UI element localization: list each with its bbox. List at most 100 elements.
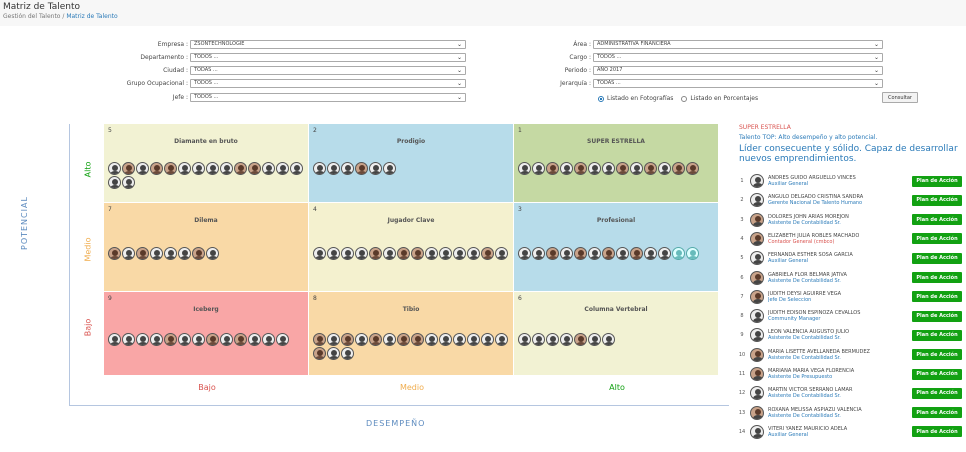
person-avatar[interactable] — [750, 347, 764, 362]
employee-avatar[interactable] — [164, 162, 177, 175]
employee-avatar[interactable] — [602, 162, 615, 175]
employee-avatar[interactable] — [178, 333, 191, 346]
employee-avatar[interactable] — [108, 176, 121, 189]
employee-avatar[interactable] — [355, 162, 368, 175]
radio-fotografias[interactable] — [598, 95, 604, 102]
employee-avatar[interactable] — [658, 162, 671, 175]
employee-avatar[interactable] — [686, 162, 699, 175]
matrix-cell[interactable]: 3 Profesional — [514, 203, 719, 292]
employee-avatar[interactable] — [532, 333, 545, 346]
person-avatar[interactable] — [750, 174, 764, 188]
employee-avatar[interactable] — [467, 247, 480, 260]
employee-avatar[interactable] — [588, 247, 601, 260]
jerarquia-select[interactable]: TODAS ... ⌄ — [593, 78, 883, 88]
employee-avatar[interactable] — [192, 333, 205, 346]
plan-de-accion-button[interactable]: Plan de Acción — [912, 387, 962, 399]
employee-avatar[interactable] — [574, 162, 587, 175]
jefe-select[interactable]: TODOS ... ⌄ — [190, 92, 466, 102]
employee-avatar[interactable] — [327, 247, 340, 260]
employee-avatar[interactable] — [369, 247, 382, 260]
employee-avatar[interactable] — [369, 162, 382, 175]
employee-avatar[interactable] — [341, 333, 354, 346]
employee-avatar[interactable] — [616, 247, 629, 260]
plan-de-accion-button[interactable]: Plan de Acción — [912, 407, 962, 419]
employee-avatar[interactable] — [453, 247, 466, 260]
plan-de-accion-button[interactable]: Plan de Acción — [912, 194, 962, 206]
employee-avatar[interactable] — [327, 162, 340, 175]
employee-avatar[interactable] — [313, 162, 326, 175]
employee-avatar[interactable] — [383, 247, 396, 260]
employee-avatar[interactable] — [467, 333, 480, 346]
ciudad-select[interactable]: TODAS ... ⌄ — [190, 65, 466, 75]
employee-avatar[interactable] — [574, 333, 587, 346]
matrix-cell[interactable]: 4 Jugador Clave — [309, 203, 514, 292]
employee-avatar[interactable] — [178, 247, 191, 260]
periodo-select[interactable]: AÑO 2017 ⌄ — [593, 65, 883, 75]
employee-avatar[interactable] — [355, 333, 368, 346]
employee-avatar[interactable] — [136, 333, 149, 346]
employee-avatar[interactable] — [150, 162, 163, 175]
employee-avatar[interactable] — [262, 333, 275, 346]
employee-avatar[interactable] — [518, 247, 531, 260]
person-avatar[interactable] — [750, 231, 764, 246]
employee-avatar[interactable] — [341, 247, 354, 260]
employee-avatar[interactable] — [234, 162, 247, 175]
employee-avatar[interactable] — [518, 162, 531, 175]
employee-avatar[interactable] — [560, 333, 573, 346]
employee-avatar[interactable] — [644, 247, 657, 260]
employee-avatar[interactable] — [313, 347, 326, 360]
employee-avatar[interactable] — [397, 333, 410, 346]
plan-de-accion-button[interactable]: Plan de Acción — [912, 310, 962, 322]
employee-avatar[interactable] — [383, 333, 396, 346]
employee-avatar[interactable] — [122, 162, 135, 175]
employee-avatar[interactable] — [150, 247, 163, 260]
matrix-cell[interactable]: 5 Diamante en bruto — [104, 124, 309, 203]
employee-avatar[interactable] — [234, 333, 247, 346]
person-avatar[interactable] — [750, 270, 764, 285]
employee-avatar[interactable] — [518, 333, 531, 346]
employee-avatar[interactable] — [546, 247, 559, 260]
person-avatar[interactable] — [750, 405, 764, 420]
employee-avatar[interactable] — [220, 333, 233, 346]
employee-avatar[interactable] — [425, 333, 438, 346]
employee-avatar[interactable] — [108, 162, 121, 175]
employee-avatar[interactable] — [588, 162, 601, 175]
employee-avatar[interactable] — [495, 247, 508, 260]
employee-avatar[interactable] — [574, 247, 587, 260]
employee-avatar[interactable] — [327, 333, 340, 346]
employee-avatar[interactable] — [355, 247, 368, 260]
employee-avatar[interactable] — [686, 247, 699, 260]
employee-avatar[interactable] — [546, 162, 559, 175]
employee-avatar[interactable] — [481, 247, 494, 260]
employee-avatar[interactable] — [192, 162, 205, 175]
plan-de-accion-button[interactable]: Plan de Acción — [912, 329, 962, 341]
employee-avatar[interactable] — [122, 176, 135, 189]
employee-avatar[interactable] — [425, 247, 438, 260]
employee-avatar[interactable] — [276, 162, 289, 175]
employee-avatar[interactable] — [672, 162, 685, 175]
employee-avatar[interactable] — [439, 333, 452, 346]
employee-avatar[interactable] — [220, 162, 233, 175]
plan-de-accion-button[interactable]: Plan de Acción — [912, 214, 962, 226]
person-avatar[interactable] — [750, 328, 764, 343]
radio-fotografias-label[interactable]: Listado en Fotografías — [607, 95, 674, 102]
employee-avatar[interactable] — [481, 333, 494, 346]
departamento-select[interactable]: TODOS ... ⌄ — [190, 52, 466, 62]
person-avatar[interactable] — [750, 289, 764, 304]
matrix-cell[interactable]: 9 Iceberg — [104, 292, 309, 376]
employee-avatar[interactable] — [630, 162, 643, 175]
matrix-cell[interactable]: 8 Tibio — [309, 292, 514, 376]
plan-de-accion-button[interactable]: Plan de Acción — [912, 175, 962, 187]
plan-de-accion-button[interactable]: Plan de Acción — [912, 291, 962, 303]
person-avatar[interactable] — [750, 386, 764, 401]
employee-avatar[interactable] — [327, 347, 340, 360]
plan-de-accion-button[interactable]: Plan de Acción — [912, 272, 962, 283]
employee-avatar[interactable] — [122, 247, 135, 260]
matrix-cell[interactable]: 6 Columna Vertebral — [514, 292, 719, 376]
employee-avatar[interactable] — [248, 333, 261, 346]
employee-avatar[interactable] — [108, 247, 121, 260]
employee-avatar[interactable] — [630, 247, 643, 260]
plan-de-accion-button[interactable]: Plan de Acción — [912, 426, 962, 438]
employee-avatar[interactable] — [532, 162, 545, 175]
person-avatar[interactable] — [750, 424, 764, 439]
